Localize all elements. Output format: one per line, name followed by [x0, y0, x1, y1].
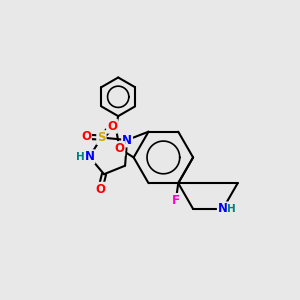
Text: N: N [84, 150, 94, 163]
Text: O: O [95, 183, 105, 196]
Text: S: S [97, 131, 106, 144]
Text: O: O [107, 120, 117, 133]
Text: O: O [81, 130, 91, 143]
Text: F: F [172, 194, 180, 207]
Text: H: H [76, 152, 85, 162]
Text: N: N [218, 202, 228, 215]
Text: H: H [227, 204, 236, 214]
Text: N: N [122, 134, 132, 146]
Text: O: O [114, 142, 124, 155]
